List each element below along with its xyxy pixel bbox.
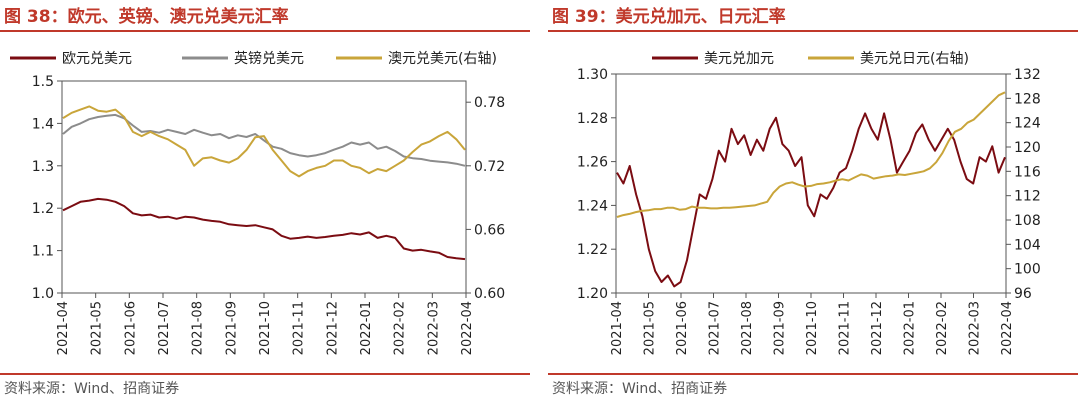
x-axis-tick-label: 2021-11 bbox=[838, 301, 853, 355]
x-axis-tick-label: 2021-12 bbox=[325, 301, 340, 355]
x-axis-tick-label: 2022-04 bbox=[460, 301, 475, 355]
x-axis-tick-label: 2021-11 bbox=[292, 301, 307, 355]
right-title-rule bbox=[548, 30, 1078, 32]
series-line-1 bbox=[616, 112, 1006, 288]
right-axis-tick-label: 100 bbox=[1014, 262, 1041, 278]
x-axis-tick-label: 2021-07 bbox=[708, 301, 723, 355]
right-axis-tick-label: 124 bbox=[1014, 116, 1041, 132]
series-line-2 bbox=[62, 113, 466, 167]
x-axis-tick-label: 2022-03 bbox=[426, 301, 441, 355]
left-axis-tick-label: 1.20 bbox=[577, 286, 608, 302]
left-axis-tick-label: 1.24 bbox=[577, 198, 608, 214]
x-axis-tick-label: 2021-06 bbox=[123, 301, 138, 355]
x-axis-tick-label: 2022-03 bbox=[968, 301, 983, 355]
right-axis-tick-label: 96 bbox=[1014, 286, 1032, 302]
left-axis-tick-label: 1.30 bbox=[577, 67, 608, 83]
left-axis-tick-label: 1.3 bbox=[32, 159, 54, 175]
legend-label-1: 欧元兑美元 bbox=[62, 51, 132, 67]
left-panel: 图 38：欧元、英镑、澳元兑美元汇率 1.0 1.1 1.2 1.3 1.4 1.5 0.6… bbox=[0, 0, 530, 400]
x-axis-tick-label: 2022-01 bbox=[359, 301, 374, 355]
x-axis-tick-label: 2021-04 bbox=[610, 301, 625, 355]
x-axis-tick-label: 2022-04 bbox=[1000, 301, 1015, 355]
right-axis-tick-label: 112 bbox=[1014, 189, 1041, 205]
right-axis-tick-label: 128 bbox=[1014, 91, 1041, 107]
left-axis-tick-label: 1.2 bbox=[32, 201, 54, 217]
plot-frame bbox=[61, 80, 467, 294]
left-axis-tick-label: 1.26 bbox=[577, 155, 608, 171]
left-figure-title: 图 38：欧元、英镑、澳元兑美元汇率 bbox=[4, 7, 289, 27]
right-axis-tick-label: 120 bbox=[1014, 140, 1041, 156]
left-source-note: 资料来源：Wind、招商证券 bbox=[4, 381, 180, 397]
x-axis-tick-label: 2021-07 bbox=[157, 301, 172, 355]
legend-label-3: 澳元兑美元(右轴) bbox=[388, 51, 497, 67]
left-bottom-rule bbox=[0, 373, 530, 375]
left-axis-tick-label: 1.22 bbox=[577, 242, 608, 258]
plot-frame bbox=[615, 73, 1007, 294]
right-figure-title: 图 39：美元兑加元、日元汇率 bbox=[552, 7, 786, 27]
left-axis-tick-label: 1.5 bbox=[32, 74, 54, 90]
right-axis-tick-label: 108 bbox=[1014, 213, 1041, 229]
x-axis-tick-label: 2021-09 bbox=[773, 301, 788, 355]
series-line-3 bbox=[62, 105, 466, 178]
right-panel: 图 39：美元兑加元、日元汇率 1.20 1.22 1.24 1.26 1.28 1.30… bbox=[548, 0, 1078, 400]
left-axis-tick-label: 1.28 bbox=[577, 111, 608, 127]
x-axis-tick-label: 2021-09 bbox=[224, 301, 239, 355]
series-line-1 bbox=[62, 197, 466, 261]
right-axis-tick-label: 0.78 bbox=[474, 95, 505, 111]
left-title-rule bbox=[0, 30, 530, 32]
left-axis-tick-label: 1.4 bbox=[32, 116, 54, 132]
x-axis-tick-label: 2021-10 bbox=[805, 301, 820, 355]
right-bottom-rule bbox=[548, 373, 1078, 375]
right-source-note: 资料来源：Wind、招商证券 bbox=[552, 381, 728, 397]
left-axis-tick-label: 1.1 bbox=[32, 244, 54, 260]
x-axis-tick-label: 2021-08 bbox=[191, 301, 206, 355]
right-axis-tick-label: 0.60 bbox=[474, 286, 505, 302]
right-chart: 1.20 1.22 1.24 1.26 1.28 1.30 96 100 104 108 112 11… bbox=[577, 51, 1041, 355]
x-axis-tick-label: 2022-01 bbox=[903, 301, 918, 355]
right-axis-tick-label: 116 bbox=[1014, 164, 1041, 180]
left-chart: 1.0 1.1 1.2 1.3 1.4 1.5 0.60 0.66 0.72 0.78 2021-0… bbox=[10, 50, 505, 355]
legend-label-2: 英镑兑美元 bbox=[234, 50, 304, 67]
right-axis-tick-label: 104 bbox=[1014, 237, 1041, 253]
x-axis-tick-label: 2021-10 bbox=[258, 301, 273, 355]
right-axis-tick-label: 0.72 bbox=[474, 159, 505, 175]
x-axis-tick-label: 2022-02 bbox=[393, 301, 408, 355]
legend-label-2: 美元兑日元(右轴) bbox=[860, 51, 969, 67]
x-axis-tick-label: 2021-12 bbox=[870, 301, 885, 355]
x-axis-tick-label: 2021-06 bbox=[675, 301, 690, 355]
right-axis-tick-label: 132 bbox=[1014, 67, 1041, 83]
x-axis-tick-label: 2021-05 bbox=[643, 301, 658, 355]
left-axis-tick-label: 1.0 bbox=[32, 286, 54, 302]
x-axis-tick-label: 2022-02 bbox=[935, 301, 950, 355]
x-axis-tick-label: 2021-04 bbox=[56, 301, 71, 355]
legend-label-1: 美元兑加元 bbox=[704, 51, 774, 67]
series-line-2 bbox=[616, 91, 1006, 218]
right-axis-tick-label: 0.66 bbox=[474, 222, 505, 238]
x-axis-tick-label: 2021-08 bbox=[740, 301, 755, 355]
x-axis-tick-label: 2021-05 bbox=[90, 301, 105, 355]
